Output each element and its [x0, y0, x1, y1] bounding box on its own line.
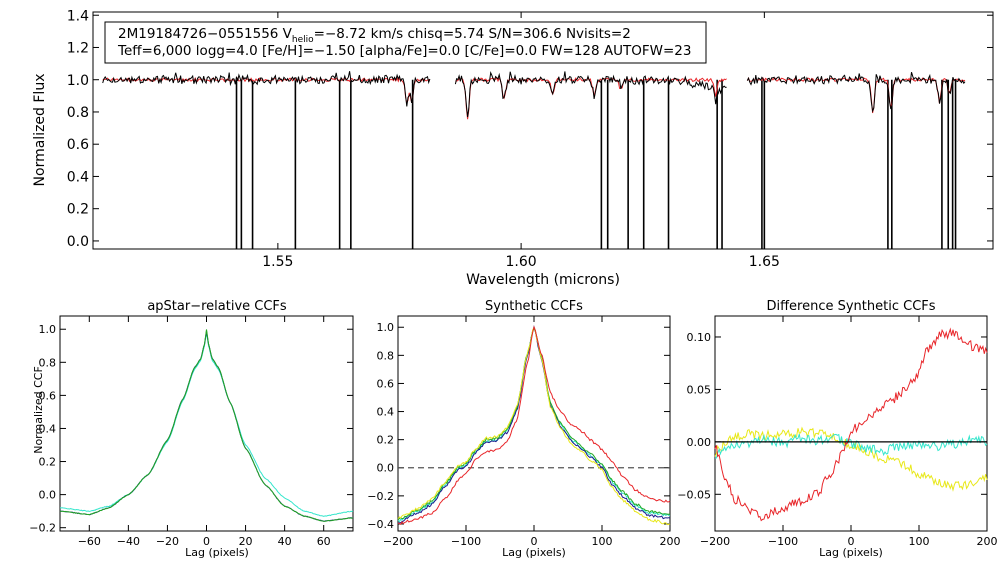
apstar-xtick-label-3: 0 — [203, 535, 210, 548]
apstar-ytick-label-5: 0.8 — [39, 356, 57, 369]
spectrum-observed-segment-2 — [746, 72, 966, 113]
spectrum-observed-segment-0 — [102, 71, 431, 107]
apstar-ccf-panel: apStar−relative CCFs −60 −40 −20 0 20 40 60 −0.… — [29, 299, 354, 559]
apstar-xtick-label-4: 20 — [239, 535, 253, 548]
synthetic-xtick-label-3: 100 — [592, 535, 613, 548]
synthetic-ccf-panel: Synthetic CCFs −200 −100 0 100 200 −0.4 −0.2 0.… — [367, 299, 680, 559]
spectrum-xtick-label-0: 1.55 — [262, 254, 293, 270]
synthetic-series-navy — [397, 325, 671, 525]
synthetic-ytick-label-2: 0.0 — [377, 462, 395, 475]
difference-ccf-panel: Difference Synthetic CCFs −200 −100 0 100 20… — [677, 299, 997, 559]
synthetic-ccf-title: Synthetic CCFs — [485, 299, 583, 314]
spectrum-model-segment-0 — [102, 76, 431, 105]
synthetic-x-axis-label: Lag (pixels) — [502, 546, 566, 559]
apstar-xtick-label-5: 40 — [278, 535, 292, 548]
apstar-ticks: −60 −40 −20 0 20 40 60 −0.2 0.0 0.2 0.4 0.6 0.8 1.0 — [29, 316, 353, 548]
difference-ccf-title: Difference Synthetic CCFs — [766, 299, 935, 314]
annotation-star-id: 2M19184726−0551556 V — [118, 26, 293, 42]
synthetic-ytick-label-6: 0.8 — [377, 349, 395, 362]
synthetic-xtick-label-2: 0 — [531, 535, 538, 548]
synthetic-xtick-label-4: 200 — [660, 535, 681, 548]
apstar-ccf-title: apStar−relative CCFs — [147, 299, 287, 314]
synthetic-series-red — [397, 325, 671, 525]
difference-ytick-label-1: 0.00 — [687, 436, 712, 449]
spectrum-x-axis-label: Wavelength (microns) — [466, 272, 620, 288]
difference-plot-frame — [714, 315, 988, 532]
apstar-y-axis-label: Normalized CCF — [32, 366, 45, 454]
apstar-ytick-label-1: 0.0 — [39, 489, 57, 502]
synthetic-ytick-label-5: 0.6 — [377, 377, 395, 390]
difference-ticks: −200 −100 0 100 200 −0.05 0.00 0.05 0.10 — [677, 316, 998, 548]
annotation-subscript: helio — [292, 35, 314, 45]
annotation-line-1: 2M19184726−0551556 Vhelio=−8.72 km/s chi… — [118, 26, 631, 45]
spectrum-ytick-label-1: 0.2 — [67, 202, 89, 218]
apstar-ytick-label-2: 0.2 — [39, 455, 57, 468]
difference-x-axis-label: Lag (pixels) — [819, 546, 883, 559]
annotation-box — [104, 21, 707, 64]
difference-ytick-label-3: 0.10 — [687, 331, 712, 344]
difference-xtick-label-4: 200 — [977, 535, 998, 548]
spectrum-series — [102, 71, 966, 120]
apstar-plot-frame — [59, 315, 354, 532]
apstar-xtick-label-2: −20 — [156, 535, 179, 548]
spectrum-model-segment-2 — [746, 77, 966, 114]
difference-xtick-label-0: −200 — [700, 535, 730, 548]
difference-series-red — [714, 327, 988, 522]
spectrum-ytick-label-4: 0.8 — [67, 105, 89, 121]
spectrum-ytick-label-2: 0.4 — [67, 169, 89, 185]
difference-xtick-label-3: 100 — [909, 535, 930, 548]
difference-xtick-label-2: 0 — [848, 535, 855, 548]
difference-series — [714, 327, 988, 522]
synthetic-ytick-label-1: −0.2 — [367, 490, 394, 503]
spectrum-drop-lines — [235, 79, 957, 249]
difference-ytick-label-0: −0.05 — [677, 488, 711, 501]
apstar-x-axis-label: Lag (pixels) — [185, 546, 249, 559]
spectrum-panel: 1.55 1.60 1.65 0.0 0.2 0.4 0.6 0.8 1.0 1.2 1.4 Wav… — [32, 8, 994, 288]
synthetic-xtick-label-0: −200 — [383, 535, 413, 548]
apstar-ytick-label-4: 0.6 — [39, 389, 57, 402]
apstar-xtick-label-6: 60 — [317, 535, 331, 548]
synthetic-ytick-label-3: 0.2 — [377, 434, 395, 447]
difference-series-yellow — [714, 426, 988, 492]
apstar-xtick-label-1: −40 — [117, 535, 140, 548]
spectrum-observed-segment-1 — [454, 71, 727, 118]
apstar-ytick-label-6: 1.0 — [39, 323, 57, 336]
apstar-series-visit-1 — [59, 332, 354, 517]
spectrum-ytick-label-7: 1.4 — [67, 8, 89, 24]
annotation-stats: =−8.72 km/s chisq=5.74 S/N=306.6 Nvisits… — [314, 26, 631, 42]
apstar-series-visit-3 — [59, 329, 354, 522]
annotation-line-2: Teff=6,000 logg=4.0 [Fe/H]=−1.50 [alpha/… — [117, 43, 691, 59]
spectrum-ytick-label-6: 1.2 — [67, 41, 89, 57]
difference-xtick-label-1: −100 — [768, 535, 798, 548]
spectrum-plot-frame — [92, 11, 994, 250]
spectrum-ytick-label-0: 0.0 — [67, 234, 89, 250]
synthetic-ticks: −200 −100 0 100 200 −0.4 −0.2 0.0 0.2 0.4 0.6 0.8 1.… — [367, 316, 681, 548]
apstar-series-visit-2 — [59, 331, 354, 522]
spectrum-xtick-label-2: 1.65 — [749, 254, 780, 270]
synthetic-ytick-label-4: 0.4 — [377, 406, 395, 419]
spectrum-xtick-label-1: 1.60 — [506, 254, 537, 270]
apstar-series — [59, 329, 354, 522]
apstar-ytick-label-3: 0.4 — [39, 422, 57, 435]
difference-ytick-label-2: 0.05 — [687, 383, 712, 396]
synthetic-xtick-label-1: −100 — [451, 535, 481, 548]
synthetic-series — [397, 325, 671, 526]
spectrum-ticks: 1.55 1.60 1.65 0.0 0.2 0.4 0.6 0.8 1.0 1.2 1.4 — [67, 8, 993, 270]
apstar-xtick-label-0: −60 — [78, 535, 101, 548]
apstar-ytick-label-0: −0.2 — [29, 522, 56, 535]
spectrum-ytick-label-5: 1.0 — [67, 73, 89, 89]
difference-series-cyan — [715, 433, 988, 459]
synthetic-ytick-label-0: −0.4 — [367, 518, 394, 531]
spectrum-y-axis-label: Normalized Flux — [32, 74, 48, 187]
synthetic-ytick-label-7: 1.0 — [377, 321, 395, 334]
spectrum-ytick-label-3: 0.6 — [67, 137, 89, 153]
